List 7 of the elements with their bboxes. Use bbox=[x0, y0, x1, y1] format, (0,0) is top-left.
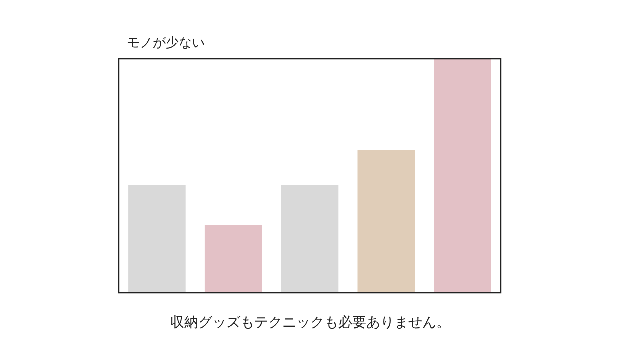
chart-title: モノが少ない bbox=[127, 35, 205, 52]
bar bbox=[434, 59, 492, 293]
bar bbox=[128, 185, 186, 293]
text: 収納グッズもテクニックも必要ありません。 bbox=[170, 314, 452, 332]
bar bbox=[281, 185, 339, 293]
bar bbox=[204, 225, 262, 293]
bar bbox=[358, 150, 416, 293]
